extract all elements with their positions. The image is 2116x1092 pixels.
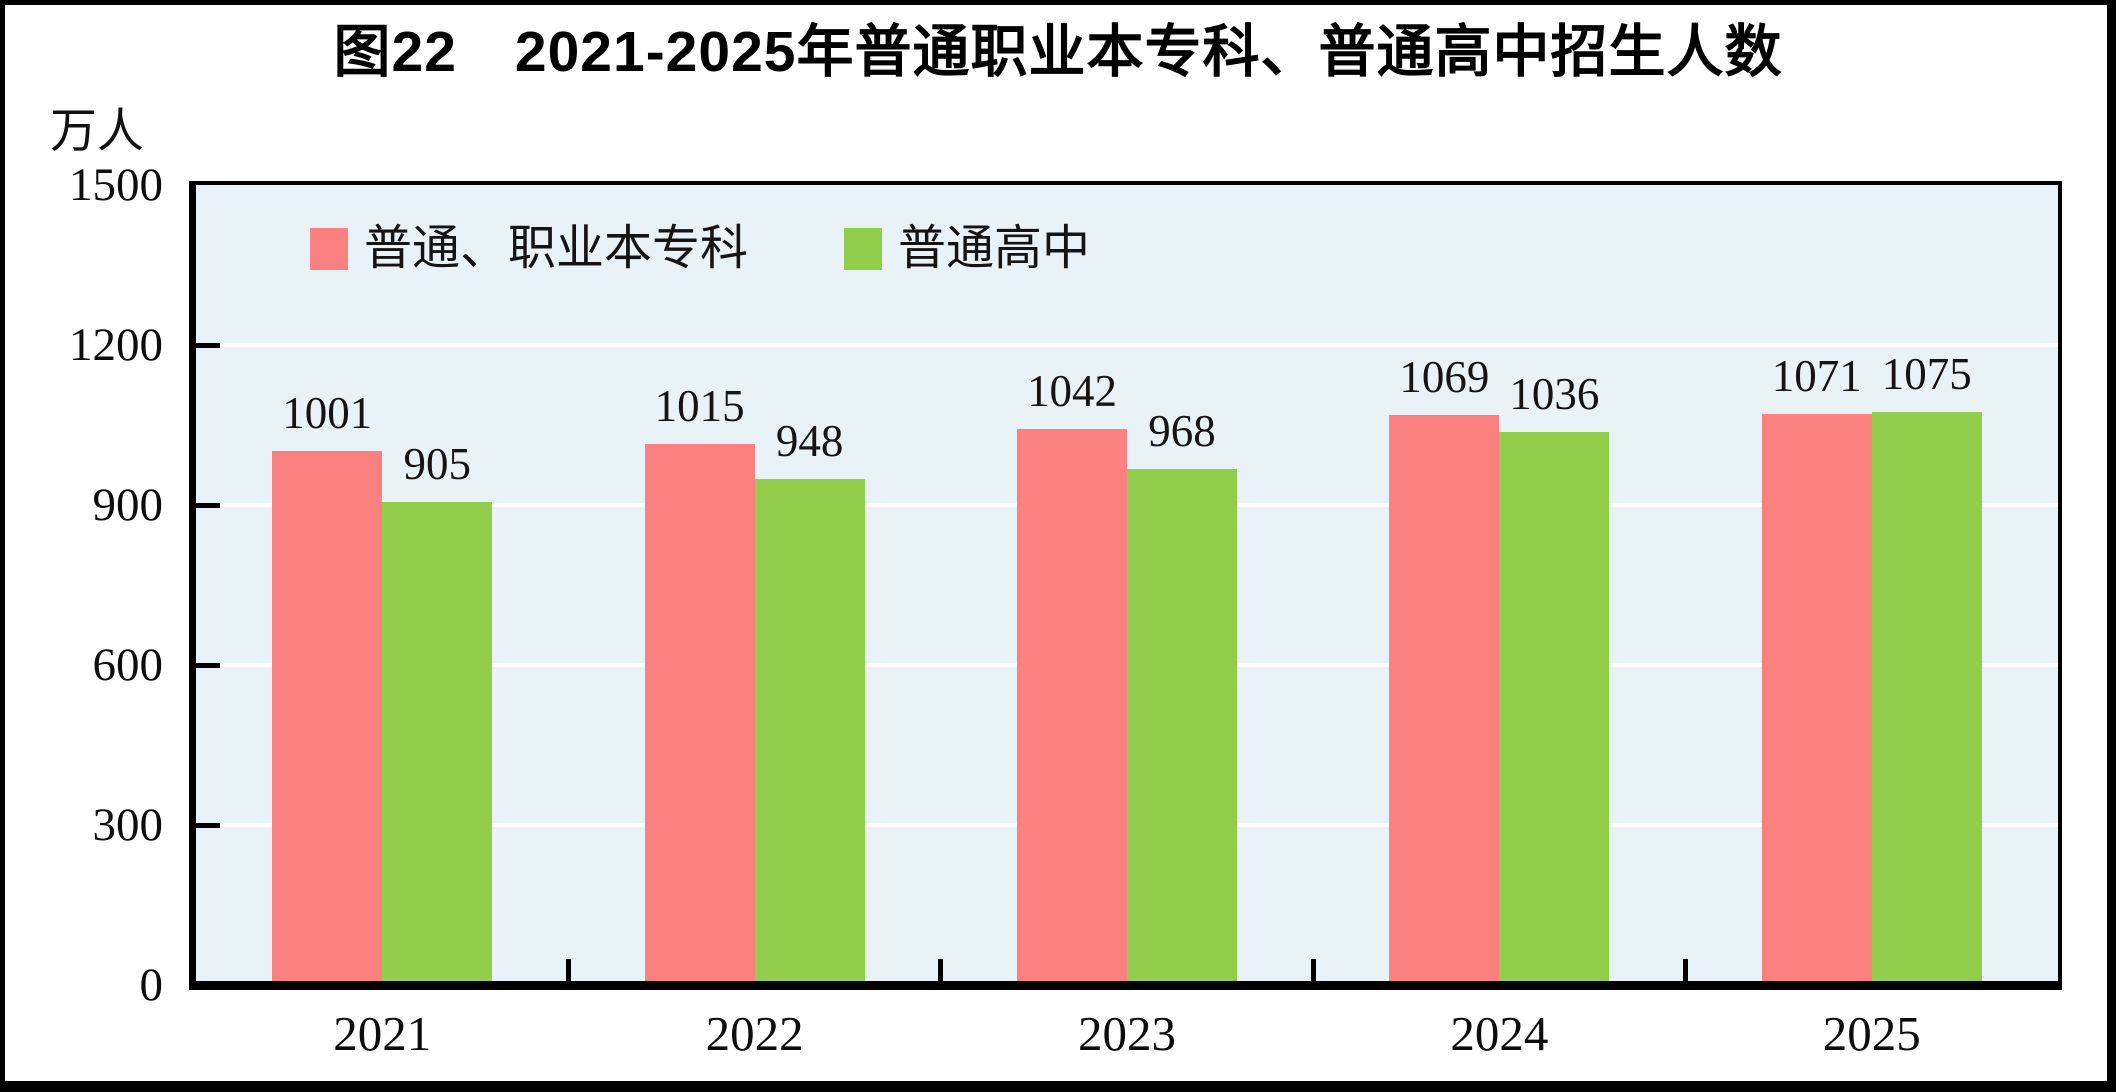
y-tick-label-0: 0 [139,959,164,1011]
y-axis-unit-label: 万人 [50,106,144,158]
plot-border-top [189,181,2062,185]
bar-value-label-series2-2022: 948 [775,416,844,466]
bar-series2-2025 [1871,412,1982,985]
bar-series2-2022 [754,479,865,985]
y-tick-mark-1200 [196,342,220,348]
image-border-left [0,0,5,1092]
y-tick-mark-600 [196,662,220,668]
x-tick-mark-1 [565,959,571,985]
y-tick-label-900: 900 [92,479,164,531]
bar-value-label-series2-2023: 968 [1148,406,1216,456]
y-tick-mark-300 [196,822,220,828]
x-tick-label-2024: 2024 [1450,1006,1549,1061]
y-tick-label-300: 300 [92,799,164,851]
bar-series1-2023 [1017,429,1127,985]
legend-item-2: 普通高中 [844,221,1090,277]
bar-series1-2022 [644,444,755,985]
bar-series2-2024 [1499,432,1610,985]
image-border-bottom [0,1081,2116,1092]
y-tick-label-1500: 1500 [69,159,163,211]
gridline-1200 [196,343,2058,347]
y-tick-mark-900 [196,502,220,508]
y-tick-label-600: 600 [92,639,164,691]
bar-value-label-series1-2021: 1001 [282,388,373,438]
image-border-right [2107,0,2116,1092]
bar-series1-2025 [1761,414,1872,985]
x-axis-line [189,981,2062,990]
x-tick-mark-2 [938,959,944,985]
legend-item-1: 普通、职业本专科 [310,221,748,277]
bar-value-label-series2-2025: 1075 [1881,349,1972,399]
bar-series1-2021 [272,451,383,985]
bar-value-label-series1-2025: 1071 [1771,351,1862,401]
legend-label-series2: 普通高中 [898,222,1091,275]
bar-series2-2023 [1127,469,1237,985]
x-tick-mark-4 [1683,959,1689,985]
legend-swatch-series2 [844,228,883,270]
bar-value-label-series1-2024: 1069 [1399,352,1490,402]
x-tick-label-2022: 2022 [705,1006,804,1061]
image-border-top [0,0,2116,5]
legend-label-series1: 普通、职业本专科 [364,222,749,275]
y-axis-line [189,181,196,990]
chart-title: 图22 2021-2025年普通职业本专科、普通高中招生人数 [333,20,1783,84]
bar-series2-2021 [382,502,493,985]
legend-swatch-series1 [310,228,348,270]
x-tick-label-2023: 2023 [1078,1006,1176,1061]
bar-value-label-series2-2021: 905 [403,439,471,489]
x-tick-mark-3 [1310,959,1316,985]
bar-value-label-series2-2024: 1036 [1509,369,1600,419]
plot-border-right [2058,181,2062,990]
bar-series1-2024 [1389,415,1500,985]
plot-area: 普通、职业本专科 普通高中 1001 905 1015 948 1042 968 1069 10… [196,185,2058,985]
x-tick-label-2025: 2025 [1822,1006,1921,1061]
legend: 普通、职业本专科 普通高中 [310,221,1090,277]
x-tick-label-2021: 2021 [333,1006,432,1061]
bar-value-label-series1-2023: 1042 [1027,366,1117,416]
y-tick-label-1200: 1200 [69,319,163,371]
bar-value-label-series1-2022: 1015 [654,381,745,431]
